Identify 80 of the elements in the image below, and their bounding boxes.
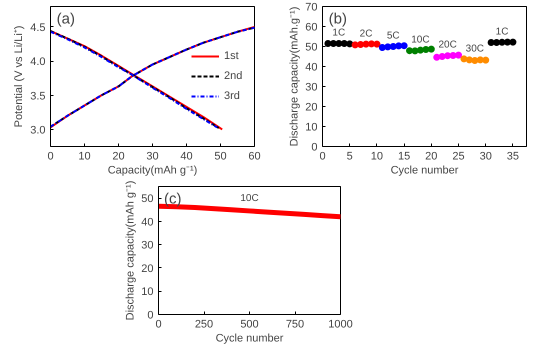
y-axis-title: Discharge capacity(mAh.g⁻¹): [288, 6, 300, 146]
y-tick-label: 4.5: [30, 22, 46, 34]
point: [428, 46, 435, 53]
x-tick-label: 35: [506, 150, 520, 162]
y-tick-label: 60: [305, 22, 318, 34]
x-tick-label: 750: [286, 318, 304, 330]
point: [438, 53, 446, 60]
x-tick-label: 0: [47, 150, 54, 162]
annotation: 1C: [496, 26, 508, 38]
y-tick-label: 40: [141, 216, 154, 228]
annotation: 5C: [386, 30, 400, 42]
annotation: 10C: [240, 192, 259, 204]
legend-label: 2nd: [224, 70, 244, 82]
legend-label: 1st: [224, 50, 240, 62]
x-axis-title: Cycle number: [390, 164, 459, 176]
point: [509, 38, 516, 46]
x-tick-label: 20: [425, 150, 438, 162]
x-tick-label: 500: [240, 318, 259, 330]
y-tick-label: 70: [305, 2, 318, 14]
point: [450, 52, 457, 59]
point: [335, 40, 342, 47]
x-tick-label: 5: [346, 150, 353, 162]
annotation: 1C: [332, 28, 346, 38]
x-tick-label: 0: [319, 150, 326, 162]
annotation: 2C: [360, 28, 372, 40]
point: [390, 43, 397, 50]
x-tick-label: 10: [78, 150, 91, 162]
annotation: 30C: [466, 44, 484, 54]
y-tick-label: 10: [141, 286, 154, 298]
y-tick-label: 3.5: [30, 90, 46, 102]
legend-label: 3rd: [224, 90, 241, 102]
point: [471, 57, 478, 64]
y-tick-label: 0: [311, 142, 318, 154]
point: [378, 44, 386, 51]
chart-title: (b): [328, 10, 347, 28]
y-axis-title: Discharge capacity(mAh g⁻¹): [124, 180, 136, 320]
y-tick-label: 30: [305, 82, 318, 94]
annotation: 20C: [438, 40, 457, 50]
y-tick-label: 20: [141, 262, 154, 275]
x-tick-label: 30: [480, 150, 492, 162]
y-tick-label: 10: [305, 122, 318, 134]
x-tick-label: 15: [398, 150, 410, 162]
y-tick-label: 30: [141, 240, 154, 252]
annotation: 10C: [411, 34, 430, 46]
x-axis-title: Capacity(mAh g⁻¹): [108, 164, 198, 176]
point: [384, 43, 392, 50]
point: [357, 41, 364, 48]
point: [416, 46, 424, 54]
point: [411, 47, 418, 54]
x-tick-label: 250: [194, 318, 214, 330]
point: [466, 56, 473, 64]
chart-title: (c): [164, 190, 182, 208]
chart-title: (a): [56, 10, 75, 28]
point: [422, 46, 430, 53]
x-axis-title: Cycle number: [216, 332, 284, 344]
point: [324, 40, 332, 47]
point: [460, 55, 468, 62]
point: [340, 40, 348, 47]
y-tick-label: 40: [305, 62, 318, 74]
x-tick-label: 0: [155, 318, 162, 330]
x-tick-label: 60: [248, 150, 261, 162]
point: [504, 38, 511, 46]
point: [455, 52, 462, 59]
y-tick-label: 3.0: [30, 124, 46, 136]
x-tick-label: 1000: [328, 318, 353, 330]
x-tick-label: 25: [452, 150, 465, 162]
y-axis-title: Potential (V vs Li/Li⁺): [13, 26, 26, 128]
y-tick-label: 50: [141, 193, 154, 206]
x-tick-label: 40: [180, 150, 193, 162]
y-tick-label: 20: [305, 102, 318, 114]
point: [373, 40, 380, 48]
x-tick-label: 20: [112, 150, 125, 162]
x-tick-label: 10: [370, 150, 384, 162]
point: [400, 42, 408, 50]
point: [482, 56, 490, 64]
y-tick-label: 50: [305, 42, 318, 54]
x-tick-label: 50: [214, 150, 227, 162]
y-tick-label: 4.0: [30, 56, 46, 68]
point: [330, 40, 337, 47]
y-tick-label: 0: [147, 310, 154, 322]
